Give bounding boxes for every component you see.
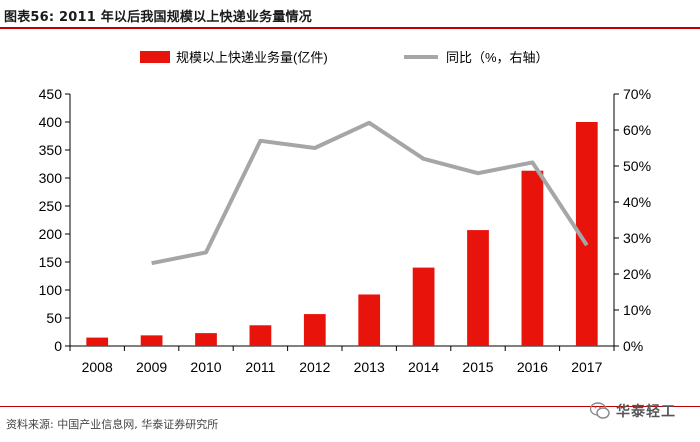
x-tick-label: 2014: [408, 359, 439, 375]
left-tick-label: 0: [54, 338, 62, 354]
bar: [140, 335, 163, 346]
brand-name: 华泰轻工: [616, 404, 676, 420]
bar: [467, 230, 489, 346]
left-tick-label: 300: [39, 170, 63, 186]
title-divider: [0, 27, 700, 29]
bar: [195, 333, 217, 346]
right-tick-label: 0%: [623, 338, 643, 354]
bar: [249, 325, 272, 346]
x-tick-label: 2011: [245, 359, 275, 375]
x-tick-label: 2010: [190, 359, 221, 375]
left-tick-label: 150: [39, 254, 63, 270]
growth-line: [151, 120, 589, 266]
wechat-icon: [590, 402, 610, 419]
x-axis-ticks: 2008 2009 2010 2011 2012 2013 2014 2015 2016 2017: [69, 346, 615, 375]
left-tick-label: 50: [46, 310, 62, 326]
source-note: 资料来源: 中国产业信息网, 华泰证券研究所: [6, 418, 219, 431]
bar: [86, 337, 109, 346]
x-tick-label: 2008: [82, 359, 113, 375]
right-tick-label: 50%: [623, 158, 651, 174]
bar: [575, 122, 598, 346]
left-tick-label: 100: [39, 282, 63, 298]
footer-divider: [0, 406, 700, 407]
legend-bar-label: 规模以上快递业务量(亿件): [176, 50, 328, 65]
bar: [412, 267, 435, 346]
left-tick-label: 200: [39, 226, 63, 242]
left-tick-label: 400: [39, 114, 63, 130]
x-tick-label: 2017: [571, 359, 602, 375]
bar: [521, 170, 544, 346]
right-tick-label: 30%: [623, 230, 651, 246]
legend-bar-swatch: [140, 51, 170, 63]
right-tick-label: 70%: [623, 86, 651, 102]
bar: [303, 314, 326, 346]
right-axis-ticks: 0% 10% 20% 30% 40% 50% 60% 70%: [614, 86, 651, 354]
legend: 规模以上快递业务量(亿件) 同比（%，右轴）: [140, 50, 549, 65]
right-tick-label: 60%: [623, 122, 651, 138]
left-tick-label: 450: [39, 86, 63, 102]
legend-line-label: 同比（%，右轴）: [446, 50, 549, 65]
x-tick-label: 2013: [354, 359, 385, 375]
chart: 规模以上快递业务量(亿件) 同比（%，右轴） 0 50 100 150 200 250 30…: [39, 50, 651, 375]
x-tick-label: 2016: [517, 359, 548, 375]
right-tick-label: 40%: [623, 194, 651, 210]
left-tick-label: 350: [39, 142, 63, 158]
x-tick-label: 2009: [136, 359, 167, 375]
line-series: [151, 120, 589, 266]
figure-title: 图表56: 2011 年以后我国规模以上快递业务量情况: [4, 10, 312, 25]
bar-series: [86, 122, 598, 346]
left-tick-label: 250: [39, 198, 63, 214]
right-tick-label: 20%: [623, 266, 651, 282]
title-row: 图表56: 2011 年以后我国规模以上快递业务量情况: [0, 0, 700, 26]
left-axis-ticks: 0 50 100 150 200 250 300 350 400 450: [39, 86, 70, 354]
bar: [358, 294, 381, 346]
x-tick-label: 2015: [462, 359, 493, 375]
right-tick-label: 10%: [623, 302, 651, 318]
brand-mark: 华泰轻工: [590, 400, 676, 422]
x-tick-label: 2012: [299, 359, 330, 375]
